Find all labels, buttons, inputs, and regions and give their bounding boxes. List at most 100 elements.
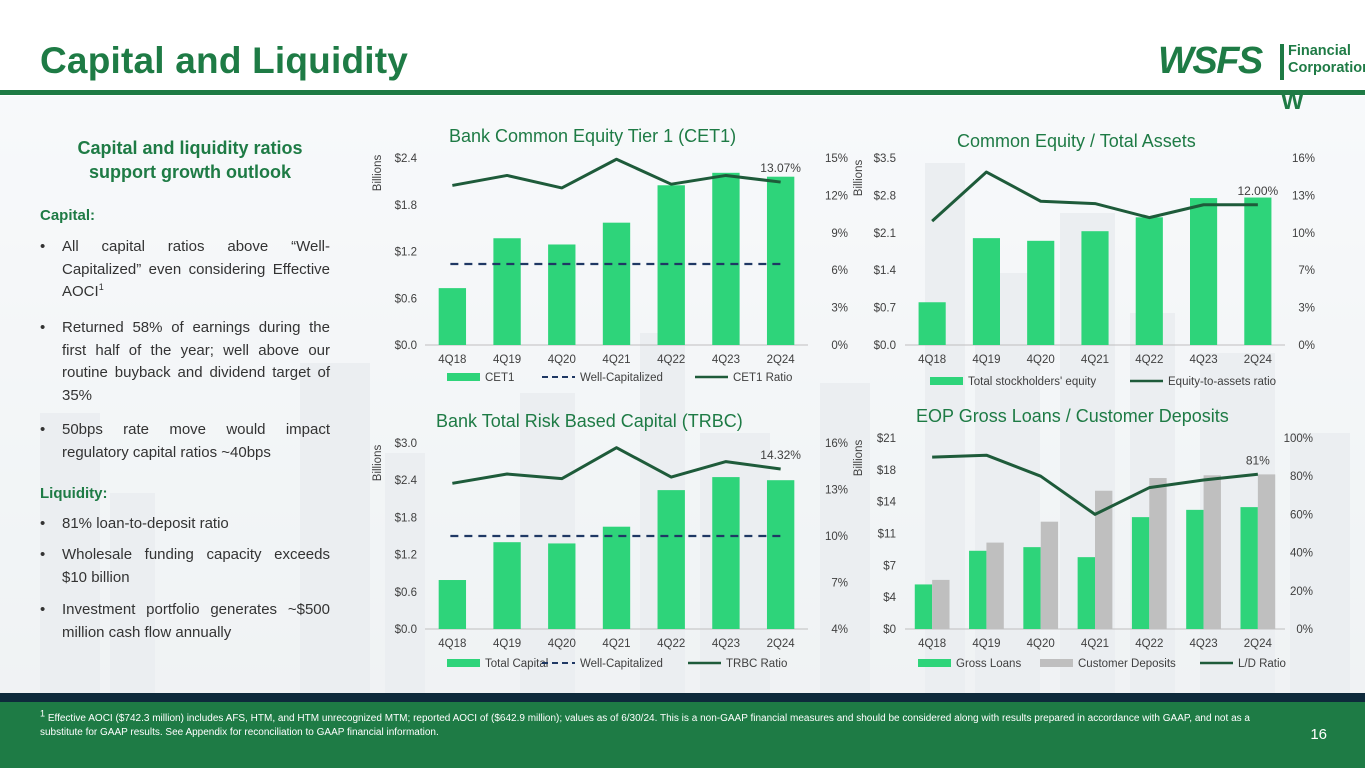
equity_assets-xtick-label: 4Q19 [972,354,1000,366]
equity_assets-data-label: 12.00% [1238,184,1279,198]
loans_deposits-ylabel: Billions [853,440,865,477]
loans_deposits-bar [1131,517,1150,629]
bullet-glyph: • [40,319,46,336]
loans_deposits-title: EOP Gross Loans / Customer Deposits [916,406,1229,426]
equity_assets-ylabel: Billions [853,160,865,197]
cet1-bar [548,244,576,345]
loans_deposits-bar [1077,557,1095,629]
trbc-title: Bank Total Risk Based Capital (TRBC) [436,411,743,431]
capital-bullet: • Returned 58% of earnings during the fi… [40,317,330,407]
loans_deposits-xtick-label: 2Q24 [1244,638,1273,650]
equity_assets-ytick-label: $0.7 [874,303,896,315]
equity_assets-y2tick-label: 7% [1298,265,1315,277]
equity_assets-bar [1190,198,1218,345]
loans_deposits-bar [1186,509,1204,629]
equity_assets-ytick-label: $0.0 [874,340,896,352]
trbc-y2tick-label: 4% [831,624,848,636]
trbc-xtick-label: 4Q21 [602,638,630,650]
trbc-bar [438,580,467,629]
loans_deposits-bar [986,542,1004,629]
cet1-xtick-label: 4Q19 [493,354,521,366]
equity_assets-xtick-label: 4Q21 [1081,354,1109,366]
cet1-legend-swatch [447,373,480,381]
logo-wordmark: WSFS [1158,40,1263,82]
loans_deposits-ratio-line [932,453,1259,516]
equity_assets-y2tick-label: 3% [1298,303,1315,315]
cet1-xtick-label: 4Q23 [712,354,740,366]
trbc-bar [712,477,740,629]
trbc-legend-label: TRBC Ratio [726,658,787,670]
equity_assets-ytick-label: $3.5 [874,153,896,165]
loans_deposits-xtick-label: 4Q21 [1081,638,1109,650]
cet1-bar [602,222,631,345]
equity_assets-legend-swatch [930,377,963,385]
equity_assets-y2tick-label: 10% [1292,228,1315,240]
equity_assets-xtick-label: 4Q22 [1135,354,1163,366]
trbc-ytick-label: $1.8 [395,512,417,524]
cet1-legend-label: CET1 [485,372,514,384]
loans_deposits-ytick-label: $14 [877,497,897,509]
header: Capital and Liquidity [0,0,1365,96]
equity_assets-xtick-label: 4Q18 [918,354,946,366]
cet1-y2tick-label: 0% [831,340,848,352]
footer: 1 Effective AOCI ($742.3 million) includ… [0,702,1365,768]
loans_deposits-bar [1023,547,1041,629]
equity_assets-xtick-label: 4Q20 [1027,354,1055,366]
cet1-xtick-label: 2Q24 [767,354,796,366]
equity_assets-bar [1135,217,1163,345]
loans_deposits-y2tick-label: 100% [1284,433,1313,445]
loans_deposits-legend-label: L/D Ratio [1238,658,1286,670]
loans_deposits-y2tick-label: 80% [1290,471,1313,483]
loans_deposits-y2tick-label: 20% [1290,586,1313,598]
trbc-ylabel: Billions [372,445,384,482]
liquidity-bullet: • 81% loan-to-deposit ratio [40,513,330,536]
summary-heading-line2: support growth outlook [89,162,291,182]
liquidity-bullet: • Wholesale funding capacity exceeds $10… [40,544,330,589]
loans_deposits-ytick-label: $18 [877,465,896,477]
bullet-glyph: • [40,546,46,563]
equity_assets-bar [1027,240,1055,345]
trbc-bar [548,543,576,629]
equity_assets-xtick-label: 4Q23 [1190,354,1218,366]
logo-subtitle: Financial Corporation [1288,43,1365,77]
loans_deposits-legend-swatch [918,659,951,667]
bullet-glyph: • [40,601,46,618]
loans_deposits-bar [932,579,950,629]
liquidity-bullet: • Investment portfolio generates ~$500 m… [40,599,330,644]
loans_deposits-ytick-label: $7 [883,560,896,572]
equity_assets-legend-label: Total stockholders' equity [968,376,1096,388]
summary-heading: Capital and liquidity ratios support gro… [40,136,340,184]
cet1-bar [493,238,521,345]
capital-bullet-text: 50bps rate move would impact regulatory … [62,421,330,461]
footer-divider [0,693,1365,702]
trbc-y2tick-label: 16% [825,438,848,450]
logo-line1: Financial [1288,43,1351,59]
cet1-legend-label: Well-Capitalized [580,372,663,384]
cet1-bar [712,172,740,345]
liquidity-heading: Liquidity: [40,485,108,502]
trbc-xtick-label: 4Q20 [548,638,576,650]
loans_deposits-legend-swatch [1040,659,1073,667]
cet1-y2tick-label: 12% [825,190,848,202]
loans_deposits-bar [1257,474,1276,629]
equity_assets-bar [918,302,946,345]
equity_assets-y2tick-label: 16% [1292,153,1315,165]
trbc-y2tick-label: 13% [825,485,848,497]
footnote-marker: 1 [40,708,46,719]
cet1-ylabel: Billions [372,155,384,192]
loans_deposits-legend-label: Gross Loans [956,658,1021,670]
cet1-xtick-label: 4Q18 [438,354,466,366]
cet1-bar [657,185,685,345]
logo-separator [1280,44,1284,80]
bullet-glyph: • [40,515,46,532]
trbc-y2tick-label: 7% [831,578,848,590]
trbc-ytick-label: $0.0 [395,624,417,636]
trbc-ratio-line [452,446,781,485]
loans_deposits-y2tick-label: 60% [1290,509,1313,521]
footnote-text: Effective AOCI ($742.3 million) includes… [40,713,1250,738]
loans_deposits-ytick-label: $11 [878,529,896,541]
equity_assets-y2tick-label: 13% [1292,190,1315,202]
bullet-glyph: • [40,421,46,438]
loans_deposits-y2tick-label: 40% [1290,548,1313,560]
loans_deposits-bar [914,584,933,629]
